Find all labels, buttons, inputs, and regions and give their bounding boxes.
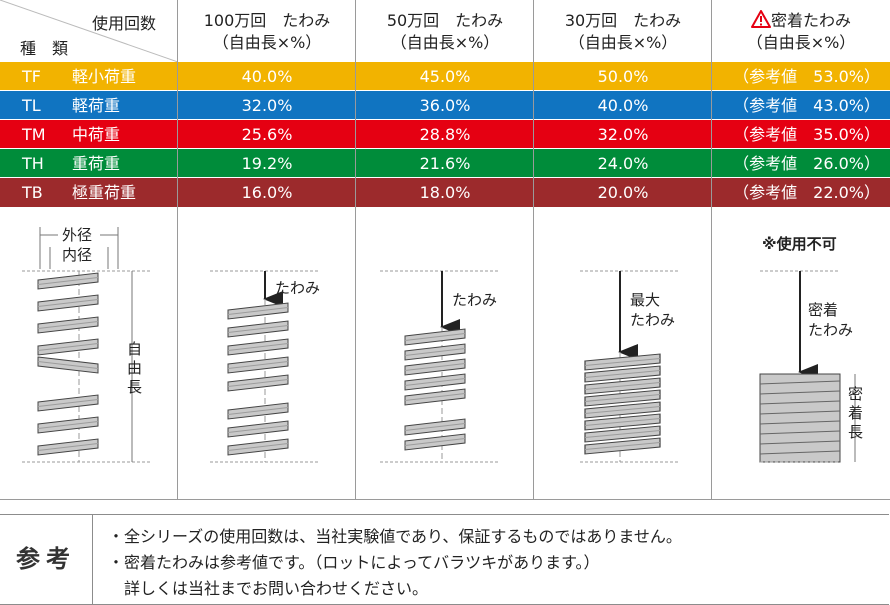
col-divider — [533, 0, 534, 500]
deflection-30-diagram: 最大 たわみ — [580, 270, 680, 463]
deflection-label: たわみ — [452, 291, 497, 309]
cell-closed: （参考値 53.0%） — [733, 67, 880, 86]
free-length-label: 自 — [127, 340, 142, 358]
col-header-sub: （自由長×%） — [212, 33, 322, 52]
cell-50: 28.8% — [419, 125, 471, 144]
free-spring-diagram: 外径 内径 — [22, 226, 150, 463]
outer-diameter-label: 外径 — [62, 226, 92, 244]
reference-note: ・全シリーズの使用回数は、当社実験値であり、保証するものではありません。 — [108, 527, 682, 546]
row-code: TB — [22, 183, 43, 202]
cell-30: 32.0% — [597, 125, 649, 144]
cell-100: 16.0% — [241, 183, 293, 202]
cell-100: 25.6% — [241, 125, 293, 144]
closed-label: 密着 — [808, 301, 838, 319]
cell-50: 36.0% — [419, 96, 471, 115]
reference-divider — [92, 515, 93, 604]
col-divider — [355, 0, 356, 500]
max-label: 最大 — [630, 291, 660, 309]
row-code: TH — [22, 154, 44, 173]
deflection-label: たわみ — [275, 279, 320, 297]
closed-length-label: 密 — [848, 385, 863, 403]
row-name: 中荷重 — [72, 125, 121, 144]
cell-closed: （参考値 26.0%） — [733, 154, 880, 173]
cell-100: 40.0% — [241, 67, 293, 86]
cell-closed: （参考値 22.0%） — [733, 183, 880, 202]
cell-30: 20.0% — [597, 183, 649, 202]
deflection-label: たわみ — [630, 311, 675, 329]
reference-note: 詳しくは当社までお問い合わせください。 — [108, 579, 429, 598]
table-bottom-border — [0, 499, 890, 500]
corner-diagonal — [0, 0, 178, 62]
inner-diameter-label: 内径 — [62, 246, 92, 264]
col-header-30: 30万回 たわみ （自由長×%） — [534, 0, 712, 62]
free-length-label-3: 長 — [127, 378, 142, 396]
col-header-title: 30万回 たわみ — [564, 11, 682, 30]
row-divider — [0, 177, 890, 178]
spring-diagrams: 外径 内径 — [22, 226, 863, 463]
row-name: 軽荷重 — [72, 96, 121, 115]
cell-100: 19.2% — [241, 154, 293, 173]
row-code: TF — [22, 67, 41, 86]
closed-deflection-diagram: ※使用不可 密着 たわみ 密 着 長 — [759, 235, 863, 463]
col-header-sub: （自由長×%） — [746, 33, 856, 52]
reference-label: 参考 — [16, 545, 76, 573]
col-header-title-wrap: 密着たわみ — [712, 10, 890, 31]
cell-30: 24.0% — [597, 154, 649, 173]
corner-usage-label: 使用回数 — [92, 14, 157, 33]
cell-closed: （参考値 35.0%） — [733, 125, 880, 144]
cell-50: 45.0% — [419, 67, 471, 86]
col-divider — [711, 0, 712, 500]
row-name: 重荷重 — [72, 154, 121, 173]
closed-length-label-2: 着 — [848, 404, 863, 422]
table-row-tb: TB 極重荷重 16.0% 18.0% 20.0% （参考値 22.0%） — [0, 178, 890, 207]
table-row-tf: TF 軽小荷重 40.0% 45.0% 50.0% （参考値 53.0%） — [0, 62, 890, 91]
warning-triangle-icon — [750, 10, 771, 28]
diagram-row: 外径 内径 — [0, 207, 890, 500]
closed-length-label-3: 長 — [848, 423, 863, 441]
col-divider — [177, 0, 178, 500]
col-header-title: 50万回 たわみ — [386, 11, 504, 30]
row-name: 軽小荷重 — [72, 67, 137, 86]
col-header-sub: （自由長×%） — [568, 33, 678, 52]
col-header-100: 100万回 たわみ （自由長×%） — [178, 0, 356, 62]
table-row-tl: TL 軽荷重 32.0% 36.0% 40.0% （参考値 43.0%） — [0, 91, 890, 120]
cell-50: 18.0% — [419, 183, 471, 202]
col-header-50: 50万回 たわみ （自由長×%） — [356, 0, 534, 62]
cell-50: 21.6% — [419, 154, 471, 173]
cell-closed: （参考値 43.0%） — [733, 96, 880, 115]
row-divider — [0, 119, 890, 120]
table-row-th: TH 重荷重 19.2% 21.6% 24.0% （参考値 26.0%） — [0, 149, 890, 178]
row-code: TL — [22, 96, 41, 115]
cell-30: 40.0% — [597, 96, 649, 115]
closed-coil-lines — [759, 380, 841, 455]
row-divider — [0, 90, 890, 91]
cell-30: 50.0% — [597, 67, 649, 86]
deflection-50-diagram: たわみ — [380, 270, 500, 463]
cell-100: 32.0% — [241, 96, 293, 115]
row-divider — [0, 148, 890, 149]
col-header-closed: 密着たわみ （自由長×%） — [712, 0, 890, 62]
row-code: TM — [22, 125, 46, 144]
reference-box: 参考 ・全シリーズの使用回数は、当社実験値であり、保証するものではありません。 … — [0, 514, 889, 605]
table-row-tm: TM 中荷重 25.6% 28.8% 32.0% （参考値 35.0%） — [0, 120, 890, 149]
free-length-label-2: 由 — [127, 359, 142, 377]
col-header-title: 100万回 たわみ — [203, 11, 331, 30]
row-name: 極重荷重 — [72, 183, 137, 202]
table-header: 使用回数 種 類 100万回 たわみ （自由長×%） 50万回 たわみ （自由長… — [0, 0, 890, 62]
not-usable-note: ※使用不可 — [762, 235, 837, 253]
corner-type-label: 種 類 — [20, 39, 69, 58]
spring-spec-table: 使用回数 種 類 100万回 たわみ （自由長×%） 50万回 たわみ （自由長… — [0, 0, 890, 500]
reference-note: ・密着たわみは参考値です。（ロットによってバラツキがあります。） — [108, 553, 600, 572]
col-header-title: 密着たわみ — [770, 11, 851, 30]
deflection-100-diagram: たわみ — [210, 270, 320, 463]
deflection-label: たわみ — [808, 321, 853, 339]
col-header-sub: （自由長×%） — [390, 33, 500, 52]
